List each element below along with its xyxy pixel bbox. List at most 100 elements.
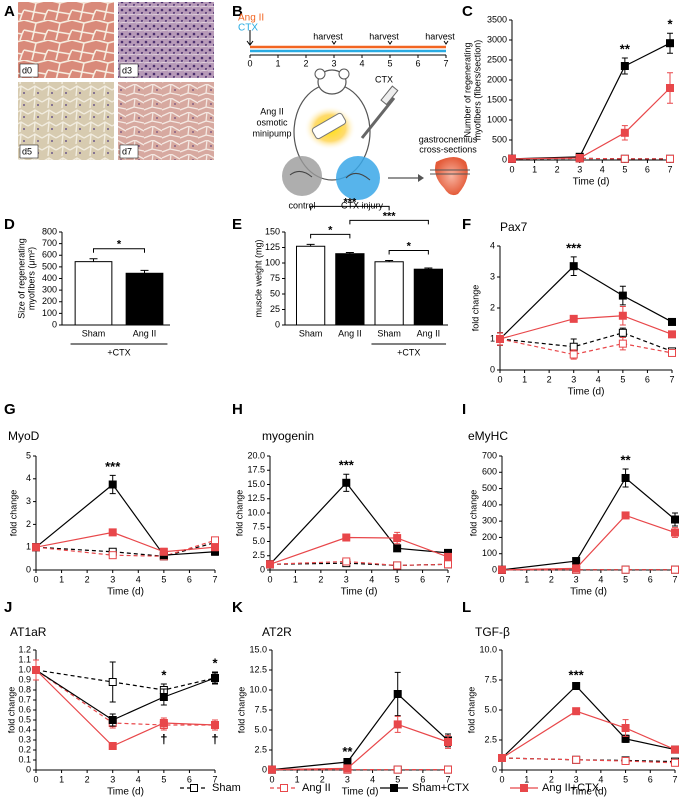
y-tick-label: 0.4 xyxy=(18,724,31,734)
bar xyxy=(374,261,404,326)
data-point xyxy=(618,339,627,348)
significance: *** xyxy=(339,458,355,473)
data-point xyxy=(666,154,674,163)
y-tick-label: 2 xyxy=(26,519,31,529)
y-tick-label: 1 xyxy=(490,333,495,343)
panel-label: K xyxy=(232,599,243,616)
muscle-label: gastrocnemius xyxy=(419,134,478,144)
x-axis-title: Time (d) xyxy=(573,177,610,188)
timeline-label: 3 xyxy=(331,58,336,68)
y-tick-label: 300 xyxy=(482,516,497,526)
panel-label: G xyxy=(4,401,16,418)
x-tick-label: 3 xyxy=(110,774,115,784)
y-tick-label: 1.0 xyxy=(18,664,31,674)
y-tick-label: 17.5 xyxy=(247,465,265,475)
x-tick-label: Ang II xyxy=(417,328,441,338)
panel-label: F xyxy=(462,216,471,233)
data-point xyxy=(671,745,679,754)
x-tick-label: 6 xyxy=(645,374,650,384)
y-tick-label: 4 xyxy=(490,240,495,250)
significance: *** xyxy=(383,210,397,222)
group-label: +CTX xyxy=(107,347,130,357)
legend-label: Ang II+CTX xyxy=(542,782,600,794)
series-line xyxy=(511,42,671,160)
y-tick-label: 15.0 xyxy=(247,479,265,489)
series-line xyxy=(35,669,216,691)
y-tick-label: 0 xyxy=(275,319,280,329)
x-tick-label: 7 xyxy=(672,574,677,584)
data-point xyxy=(159,719,168,727)
chart-title: eMyHC xyxy=(468,429,508,443)
x-tick-label: 3 xyxy=(577,164,582,174)
data-point xyxy=(393,690,402,698)
series-line xyxy=(499,332,673,352)
y-tick-label: 2000 xyxy=(487,74,507,84)
y-tick-label: 7.5 xyxy=(252,522,265,532)
y-tick-label: 3 xyxy=(490,271,495,281)
series-line xyxy=(271,693,449,771)
y-tick-label: 400 xyxy=(42,273,57,283)
y-tick-label: 10.0 xyxy=(479,644,497,654)
series-line xyxy=(501,685,676,759)
y-tick-label: 100 xyxy=(265,257,280,267)
x-axis-title: Time (d) xyxy=(341,587,378,598)
data-point xyxy=(343,764,352,773)
pump-label: minipump xyxy=(252,128,291,138)
data-point xyxy=(569,262,578,271)
x-tick-label: 5 xyxy=(161,774,166,784)
y-axis-title: fold change xyxy=(236,687,246,734)
x-axis-title: Time (d) xyxy=(107,587,144,598)
data-point xyxy=(569,350,578,359)
significance: ** xyxy=(342,744,353,759)
series-line xyxy=(499,265,673,340)
timeline-label: 0 xyxy=(247,58,252,68)
y-tick-label: 125 xyxy=(265,242,280,252)
x-tick-label: 4 xyxy=(136,574,141,584)
significance: *** xyxy=(566,240,582,255)
muscle-label: cross-sections xyxy=(419,144,477,154)
x-tick-label: Sham xyxy=(82,328,106,338)
data-point xyxy=(671,528,679,537)
data-point xyxy=(620,154,629,163)
y-tick-label: 100 xyxy=(42,308,57,318)
data-point xyxy=(159,547,168,556)
y-tick-label: 2.5 xyxy=(484,734,497,744)
y-tick-label: 25 xyxy=(270,304,280,314)
significance: * xyxy=(161,667,167,682)
timeline-legend: Ang II xyxy=(238,13,264,24)
y-tick-label: 3500 xyxy=(487,14,507,24)
panel-label: H xyxy=(232,401,243,418)
x-tick-label: 5 xyxy=(620,374,625,384)
data-point xyxy=(32,666,40,674)
x-tick-label: 3 xyxy=(571,374,576,384)
legend-marker xyxy=(280,784,288,792)
significance: ** xyxy=(621,452,632,467)
x-tick-label: Sham xyxy=(377,328,401,338)
data-point xyxy=(618,291,627,300)
series-line xyxy=(499,315,673,340)
data-point xyxy=(668,348,676,357)
panel-label: C xyxy=(462,3,473,20)
y-tick-label: 7.5 xyxy=(254,704,267,714)
data-point xyxy=(342,478,351,487)
data-point xyxy=(572,682,581,690)
series-line xyxy=(35,669,215,726)
y-axis-title: fold change xyxy=(470,285,480,332)
y-tick-label: 150 xyxy=(265,226,280,236)
data-point xyxy=(108,480,117,489)
legend-label: Sham xyxy=(212,782,241,794)
timeline-label: 2 xyxy=(303,58,308,68)
data-point xyxy=(108,716,117,724)
data-point xyxy=(671,758,679,767)
y-tick-label: 5.0 xyxy=(254,724,267,734)
x-tick-label: 2 xyxy=(549,574,554,584)
significance: * xyxy=(328,224,333,236)
pump-label: Ang II xyxy=(260,106,284,116)
data-point xyxy=(666,39,674,48)
series-line xyxy=(501,757,676,764)
y-axis-title: fold change xyxy=(234,490,244,537)
y-tick-label: 0.3 xyxy=(18,734,31,744)
harvest-label: harvest xyxy=(313,31,343,41)
y-axis-title: myofibers (fibers/section) xyxy=(472,40,482,141)
histology-images: d0 d3 d5 d7 xyxy=(18,2,214,160)
